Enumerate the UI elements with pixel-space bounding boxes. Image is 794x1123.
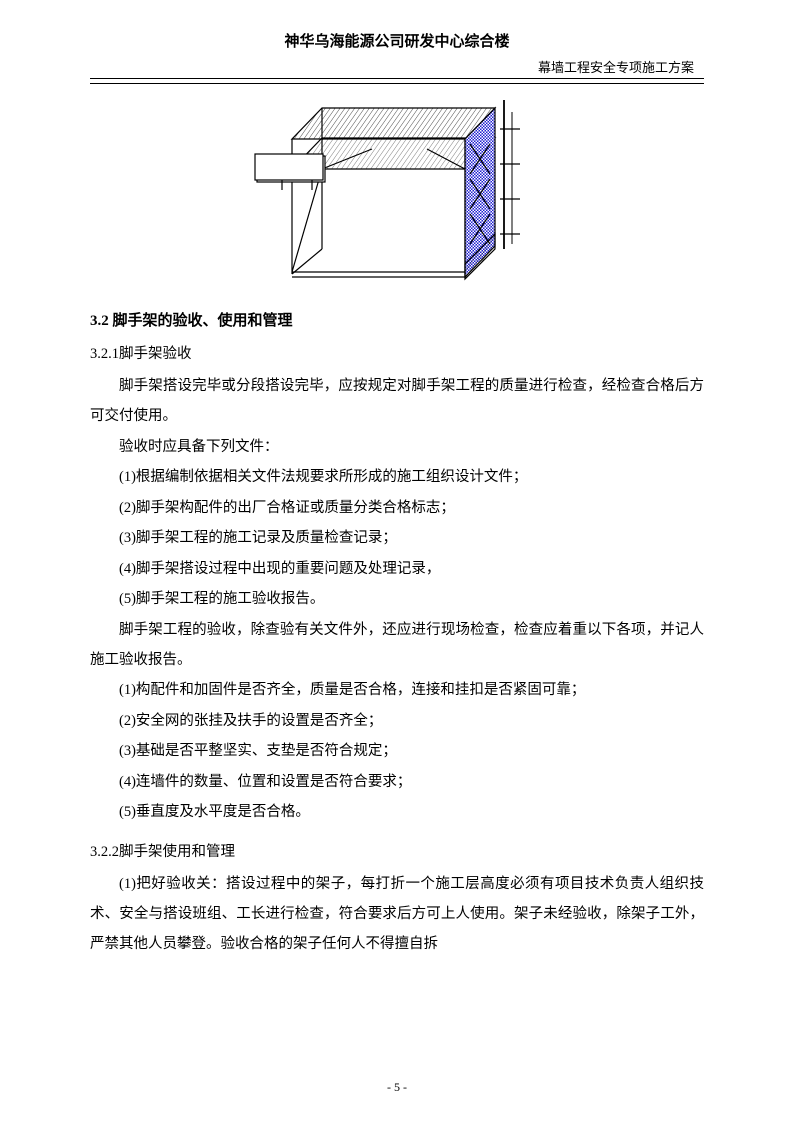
page-number: - 5 - [0,1080,794,1095]
scaffold-diagram [90,94,704,294]
subsection-322: 3.2.2脚手架使用和管理 [90,840,704,861]
list-item: (1)构配件和加固件是否齐全，质量是否合格，连接和挂扣是否紧固可靠； [90,675,704,705]
paragraph: 验收时应具备下列文件： [90,432,704,462]
section-title-text: 脚手架的验收、使用和管理 [113,313,293,329]
section-heading: 3.2 脚手架的验收、使用和管理 [90,309,704,330]
subsection-num: 3.2.1 [90,346,119,362]
paragraph: (1)把好验收关：搭设过程中的架子，每打折一个施工层高度必须有项目技术负责人组织… [90,869,704,960]
list-item: (3)脚手架工程的施工记录及质量检查记录； [90,523,704,553]
page-title: 神华乌海能源公司研发中心综合楼 [90,30,704,51]
list-item: (4)脚手架搭设过程中出现的重要问题及处理记录， [90,554,704,584]
list-item: (2)脚手架构配件的出厂合格证或质量分类合格标志； [90,493,704,523]
header-divider [90,83,704,84]
list-item: (1)根据编制依据相关文件法规要求所形成的施工组织设计文件； [90,462,704,492]
list-item: (5)垂直度及水平度是否合格。 [90,797,704,827]
paragraph: 脚手架搭设完毕或分段搭设完毕，应按规定对脚手架工程的质量进行检查，经检查合格后方… [90,371,704,432]
page-subtitle: 幕墙工程安全专项施工方案 [90,57,704,79]
list-item: (2)安全网的张挂及扶手的设置是否齐全； [90,706,704,736]
subsection-title: 脚手架验收 [119,346,192,362]
subsection-321: 3.2.1脚手架验收 [90,342,704,363]
subsection-title: 脚手架使用和管理 [119,844,235,860]
subsection-num: 3.2.2 [90,844,119,860]
paragraph: 脚手架工程的验收，除查验有关文件外，还应进行现场检查，检查应着重以下各项，并记人… [90,615,704,676]
list-item: (4)连墙件的数量、位置和设置是否符合要求； [90,767,704,797]
list-item: (3)基础是否平整坚实、支垫是否符合规定； [90,736,704,766]
section-number: 3.2 [90,313,109,329]
list-item: (5)脚手架工程的施工验收报告。 [90,584,704,614]
